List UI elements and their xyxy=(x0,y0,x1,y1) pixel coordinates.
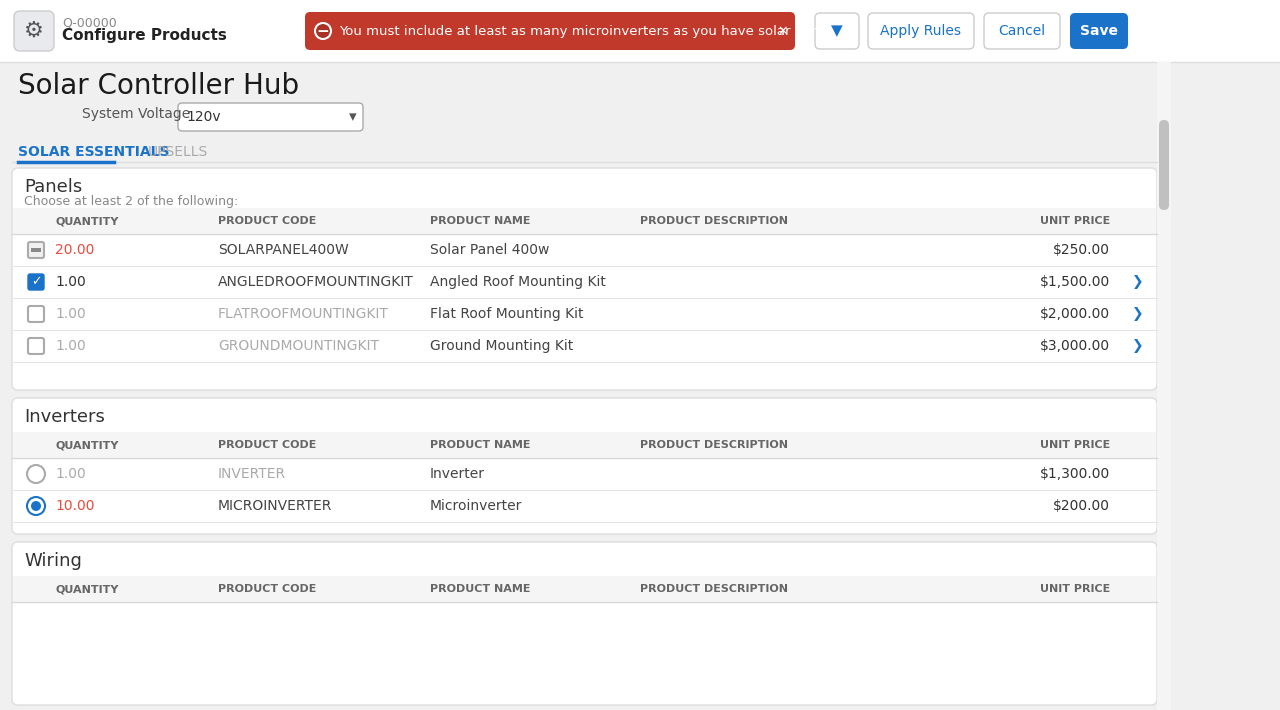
FancyBboxPatch shape xyxy=(28,242,44,258)
Text: FLATROOFMOUNTINGKIT: FLATROOFMOUNTINGKIT xyxy=(218,307,389,321)
Text: $250.00: $250.00 xyxy=(1053,243,1110,257)
Circle shape xyxy=(27,465,45,483)
Text: ANGLEDROOFMOUNTINGKIT: ANGLEDROOFMOUNTINGKIT xyxy=(218,275,413,289)
Text: PRODUCT NAME: PRODUCT NAME xyxy=(430,216,530,226)
Text: PRODUCT NAME: PRODUCT NAME xyxy=(430,440,530,450)
FancyBboxPatch shape xyxy=(1158,120,1169,210)
Bar xyxy=(31,248,41,252)
Text: ❯: ❯ xyxy=(1133,339,1144,353)
FancyBboxPatch shape xyxy=(305,12,795,50)
Text: PRODUCT CODE: PRODUCT CODE xyxy=(218,440,316,450)
Text: 1.00: 1.00 xyxy=(55,467,86,481)
FancyBboxPatch shape xyxy=(1070,13,1128,49)
FancyBboxPatch shape xyxy=(28,306,44,322)
FancyBboxPatch shape xyxy=(12,542,1157,705)
FancyBboxPatch shape xyxy=(14,11,54,51)
Bar xyxy=(0,0,1280,62)
FancyBboxPatch shape xyxy=(28,274,44,290)
Text: UNIT PRICE: UNIT PRICE xyxy=(1039,584,1110,594)
Text: UNIT PRICE: UNIT PRICE xyxy=(1039,216,1110,226)
Text: SOLARPANEL400W: SOLARPANEL400W xyxy=(218,243,348,257)
FancyBboxPatch shape xyxy=(178,103,364,131)
Text: QUANTITY: QUANTITY xyxy=(55,440,118,450)
Text: MICROINVERTER: MICROINVERTER xyxy=(218,499,333,513)
Text: Apply Rules: Apply Rules xyxy=(881,24,961,38)
Text: UNIT PRICE: UNIT PRICE xyxy=(1039,440,1110,450)
Text: Solar Controller Hub: Solar Controller Hub xyxy=(18,72,300,100)
Text: Angled Roof Mounting Kit: Angled Roof Mounting Kit xyxy=(430,275,605,289)
Text: ✓: ✓ xyxy=(31,275,41,288)
Text: QUANTITY: QUANTITY xyxy=(55,216,118,226)
Text: Ground Mounting Kit: Ground Mounting Kit xyxy=(430,339,573,353)
Text: Inverters: Inverters xyxy=(24,408,105,426)
Bar xyxy=(13,576,1156,602)
Circle shape xyxy=(31,501,41,511)
Text: PRODUCT DESCRIPTION: PRODUCT DESCRIPTION xyxy=(640,584,788,594)
Text: 120v: 120v xyxy=(186,110,220,124)
Circle shape xyxy=(27,497,45,515)
FancyBboxPatch shape xyxy=(815,13,859,49)
Text: ▼: ▼ xyxy=(831,23,842,38)
Text: −: − xyxy=(316,23,329,38)
Bar xyxy=(1157,62,1171,710)
Text: 20.00: 20.00 xyxy=(55,243,95,257)
Text: 1.00: 1.00 xyxy=(55,339,86,353)
Text: You must include at least as many microinverters as you have solar panels: You must include at least as many microi… xyxy=(339,25,838,38)
Text: ❯: ❯ xyxy=(1133,275,1144,289)
Circle shape xyxy=(315,23,332,39)
Text: $1,300.00: $1,300.00 xyxy=(1039,467,1110,481)
Bar xyxy=(13,432,1156,458)
Text: PRODUCT CODE: PRODUCT CODE xyxy=(218,584,316,594)
Text: QUANTITY: QUANTITY xyxy=(55,584,118,594)
Text: INVERTER: INVERTER xyxy=(218,467,287,481)
Text: PRODUCT CODE: PRODUCT CODE xyxy=(218,216,316,226)
Text: $200.00: $200.00 xyxy=(1053,499,1110,513)
Bar xyxy=(13,208,1156,234)
Text: Configure Products: Configure Products xyxy=(61,28,227,43)
Text: UPSELLS: UPSELLS xyxy=(148,145,209,159)
Text: $1,500.00: $1,500.00 xyxy=(1039,275,1110,289)
FancyBboxPatch shape xyxy=(12,168,1157,390)
Text: PRODUCT NAME: PRODUCT NAME xyxy=(430,584,530,594)
Text: Choose at least 2 of the following:: Choose at least 2 of the following: xyxy=(24,195,238,208)
Text: 1.00: 1.00 xyxy=(55,307,86,321)
Text: System Voltage: System Voltage xyxy=(82,107,191,121)
FancyBboxPatch shape xyxy=(28,338,44,354)
Text: Microinverter: Microinverter xyxy=(430,499,522,513)
Text: Solar Panel 400w: Solar Panel 400w xyxy=(430,243,549,257)
Text: Cancel: Cancel xyxy=(998,24,1046,38)
Text: ▾: ▾ xyxy=(349,109,357,124)
Text: 10.00: 10.00 xyxy=(55,499,95,513)
FancyBboxPatch shape xyxy=(12,398,1157,534)
Text: PRODUCT DESCRIPTION: PRODUCT DESCRIPTION xyxy=(640,216,788,226)
Text: Flat Roof Mounting Kit: Flat Roof Mounting Kit xyxy=(430,307,584,321)
Text: GROUNDMOUNTINGKIT: GROUNDMOUNTINGKIT xyxy=(218,339,379,353)
Text: $2,000.00: $2,000.00 xyxy=(1039,307,1110,321)
Text: ✕: ✕ xyxy=(778,25,788,38)
FancyBboxPatch shape xyxy=(984,13,1060,49)
FancyBboxPatch shape xyxy=(868,13,974,49)
Text: Save: Save xyxy=(1080,24,1117,38)
Text: Inverter: Inverter xyxy=(430,467,485,481)
Text: ❯: ❯ xyxy=(1133,307,1144,321)
Text: $3,000.00: $3,000.00 xyxy=(1039,339,1110,353)
Text: 1.00: 1.00 xyxy=(55,275,86,289)
Text: Q-00000: Q-00000 xyxy=(61,16,116,29)
Text: PRODUCT DESCRIPTION: PRODUCT DESCRIPTION xyxy=(640,440,788,450)
Text: ⚙: ⚙ xyxy=(24,21,44,41)
Text: Wiring: Wiring xyxy=(24,552,82,570)
Text: SOLAR ESSENTIALS: SOLAR ESSENTIALS xyxy=(18,145,169,159)
Text: Panels: Panels xyxy=(24,178,82,196)
